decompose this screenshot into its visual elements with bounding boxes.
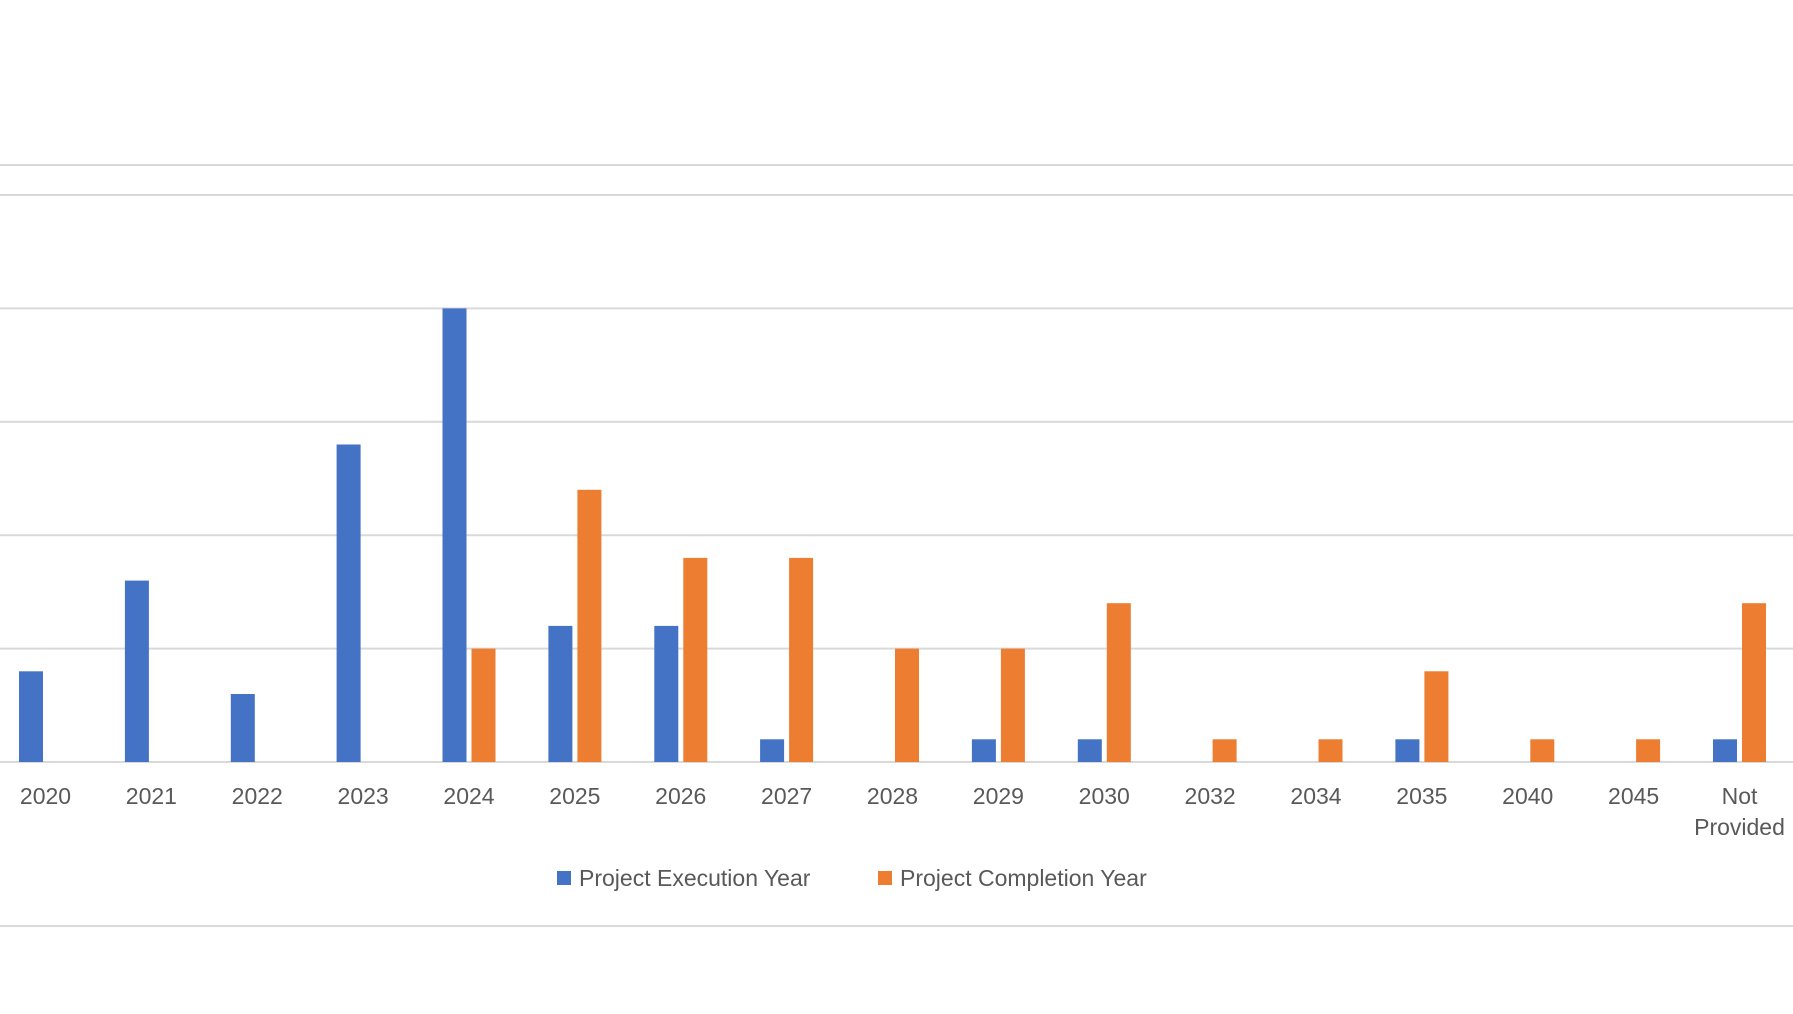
bar-execution <box>19 671 43 762</box>
bar-execution <box>442 308 467 762</box>
legend-label-completion: Project Completion Year <box>900 865 1147 891</box>
bar-execution <box>230 694 255 762</box>
bar-execution <box>1713 739 1737 762</box>
bar-completion <box>789 557 814 762</box>
x-tick-label: 2040 <box>1502 783 1553 809</box>
x-tick-label: 2021 <box>126 783 177 809</box>
x-tick-label: Not Provided <box>1694 783 1785 840</box>
legend: Project Execution Year Project Completion… <box>557 865 1147 891</box>
x-tick-label: 2045 <box>1608 783 1659 809</box>
frame-lines <box>0 164 1793 927</box>
x-tick-label: 2025 <box>549 783 600 809</box>
x-tick-labels: 2020 2021 2022 2023 2024 2025 2026 2027 2028 2029… <box>20 783 1785 840</box>
bar-execution <box>760 739 785 762</box>
x-tick-label: 2020 <box>20 783 71 809</box>
bar-execution <box>548 625 573 762</box>
x-tick-label: 2027 <box>761 783 812 809</box>
bar-completion <box>1530 739 1555 762</box>
x-tick-label: 2032 <box>1185 783 1236 809</box>
bars <box>19 308 1766 762</box>
bar-completion <box>1212 739 1237 762</box>
bar-execution <box>124 580 149 762</box>
bar-execution <box>654 625 679 762</box>
bar-completion <box>895 648 919 762</box>
x-tick-label: 2024 <box>443 783 494 809</box>
bar-completion <box>1636 739 1661 762</box>
bar-completion <box>1106 603 1131 762</box>
x-tick-label: 2026 <box>655 783 706 809</box>
x-tick-label: 2030 <box>1079 783 1130 809</box>
legend-swatch-execution <box>557 871 571 885</box>
x-tick-label: 2029 <box>973 783 1024 809</box>
x-tick-label: 2022 <box>232 783 283 809</box>
bar-execution <box>1395 739 1420 762</box>
bar-completion <box>577 489 602 762</box>
bar-completion <box>471 648 496 762</box>
bar-completion <box>1742 603 1766 762</box>
bar-execution <box>971 739 996 762</box>
bar-completion <box>1318 739 1343 762</box>
bar-execution <box>336 444 361 762</box>
x-tick-label: 2028 <box>867 783 918 809</box>
legend-label-execution: Project Execution Year <box>579 865 811 891</box>
x-tick-label: 2034 <box>1290 783 1341 809</box>
bar-completion <box>1000 648 1025 762</box>
x-tick-label: 2023 <box>338 783 389 809</box>
bar-execution <box>1077 739 1102 762</box>
x-tick-label: 2035 <box>1396 783 1447 809</box>
legend-swatch-completion <box>878 871 892 885</box>
bar-completion <box>683 557 708 762</box>
bar-completion <box>1424 671 1449 762</box>
